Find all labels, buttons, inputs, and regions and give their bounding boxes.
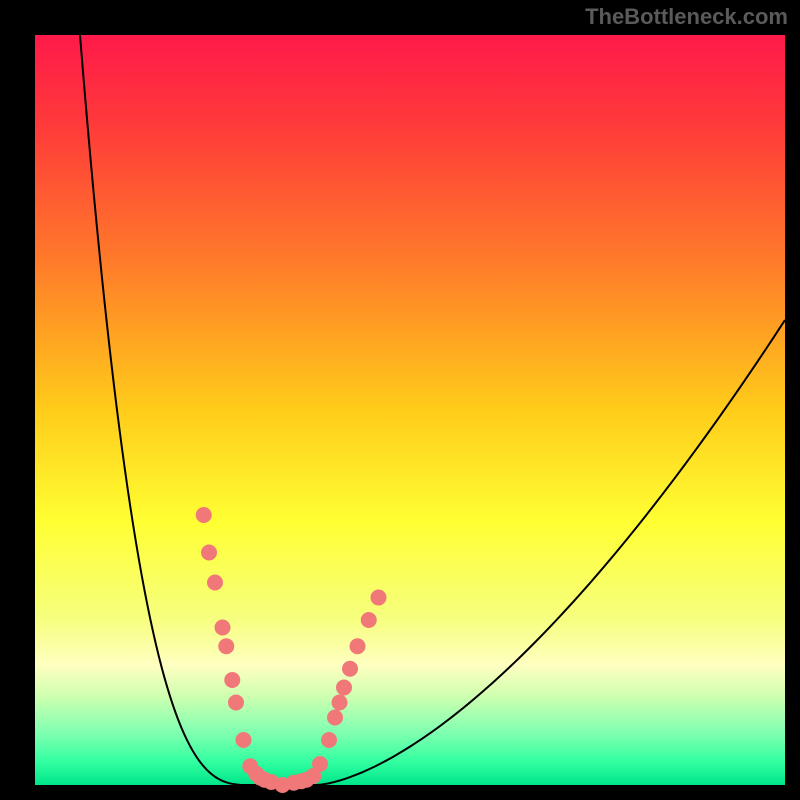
data-marker <box>342 661 358 677</box>
data-marker <box>336 680 352 696</box>
data-marker <box>350 638 366 654</box>
data-marker <box>361 612 377 628</box>
data-marker <box>321 732 337 748</box>
data-marker <box>228 695 244 711</box>
data-marker <box>312 756 328 772</box>
data-marker <box>371 590 387 606</box>
plot-background <box>35 35 785 785</box>
watermark-text: TheBottleneck.com <box>585 4 788 30</box>
data-marker <box>236 732 252 748</box>
data-marker <box>207 575 223 591</box>
data-marker <box>218 638 234 654</box>
data-marker <box>224 672 240 688</box>
data-marker <box>327 710 343 726</box>
data-marker <box>332 695 348 711</box>
bottleneck-chart <box>0 0 800 800</box>
data-marker <box>196 507 212 523</box>
data-marker <box>215 620 231 636</box>
data-marker <box>201 545 217 561</box>
